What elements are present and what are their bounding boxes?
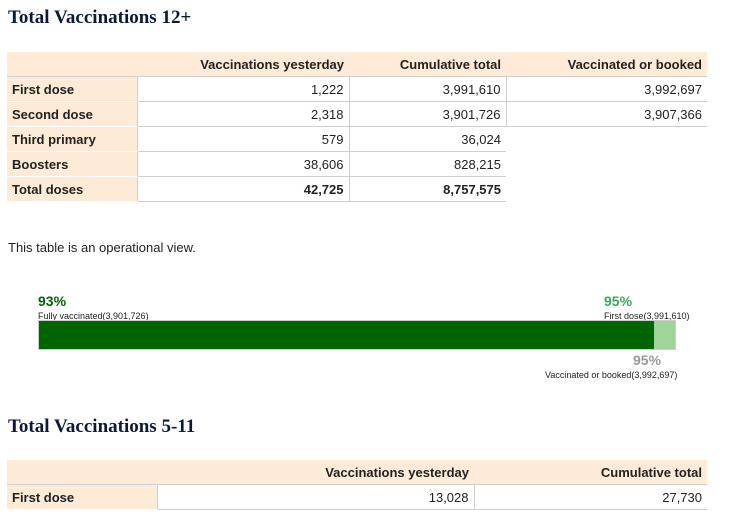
cell-booked-empty [506,127,707,152]
cell-yesterday: 13,028 [156,484,474,510]
cell-cumulative: 36,024 [348,126,506,152]
table-row: First dose 1,222 3,991,610 3,992,697 [7,76,707,102]
cell-cumulative: 27,730 [473,484,707,510]
table-header-row: Vaccinations yesterday Cumulative total … [7,52,707,77]
header-corner [7,460,157,485]
first-dose-percent: 95% [604,293,633,309]
cell-cumulative: 828,215 [348,151,506,177]
row-label: Third primary [7,126,137,152]
cell-booked-empty [506,177,707,202]
operational-note: This table is an operational view. [8,240,196,255]
row-label: First dose [7,484,157,510]
cell-yesterday: 1,222 [136,76,349,102]
cell-yesterday: 38,606 [136,151,349,177]
cell-booked-empty [506,152,707,177]
cell-yesterday: 42,725 [136,176,349,202]
booked-caption: Vaccinated or booked(3,992,697) [545,370,678,380]
section-title-12plus: Total Vaccinations 12+ [8,7,192,28]
table-row-total: Total doses 42,725 8,757,575 [7,176,707,202]
vaccination-progress-track [38,320,676,350]
table-row: Boosters 38,606 828,215 [7,151,707,177]
vaccinations-5-11-table: Vaccinations yesterday Cumulative total … [7,460,707,510]
row-label: First dose [7,76,137,102]
table-row: Second dose 2,318 3,901,726 3,907,366 [7,101,707,127]
cell-booked: 3,992,697 [505,76,707,102]
header-yesterday: Vaccinations yesterday [157,460,474,485]
fully-vaccinated-caption: Fully vaccinated(3,901,726) [38,311,149,321]
fully-vaccinated-bar [39,321,654,349]
section-title-5-11: Total Vaccinations 5-11 [8,416,196,437]
row-label: Second dose [7,101,137,127]
header-cumulative: Cumulative total [474,460,707,485]
cell-cumulative: 8,757,575 [348,176,506,202]
first-dose-caption: First dose(3,991,610) [604,311,690,321]
cell-cumulative: 3,901,726 [348,101,506,127]
fully-vaccinated-percent: 93% [38,293,67,309]
header-yesterday: Vaccinations yesterday [137,52,349,77]
vaccinations-12plus-table: Vaccinations yesterday Cumulative total … [7,52,707,202]
cell-yesterday: 579 [136,126,349,152]
booked-percent: 95% [633,352,662,368]
header-booked: Vaccinated or booked [506,52,707,77]
row-label: Boosters [7,151,137,177]
cell-cumulative: 3,991,610 [348,76,506,102]
table-row: First dose 13,028 27,730 [7,484,707,510]
cell-yesterday: 2,318 [136,101,349,127]
cell-booked: 3,907,366 [505,101,707,127]
table-row: Third primary 579 36,024 [7,126,707,152]
header-corner [7,52,137,77]
table-header-row: Vaccinations yesterday Cumulative total [7,460,707,485]
row-label: Total doses [7,176,137,202]
header-cumulative: Cumulative total [349,52,506,77]
